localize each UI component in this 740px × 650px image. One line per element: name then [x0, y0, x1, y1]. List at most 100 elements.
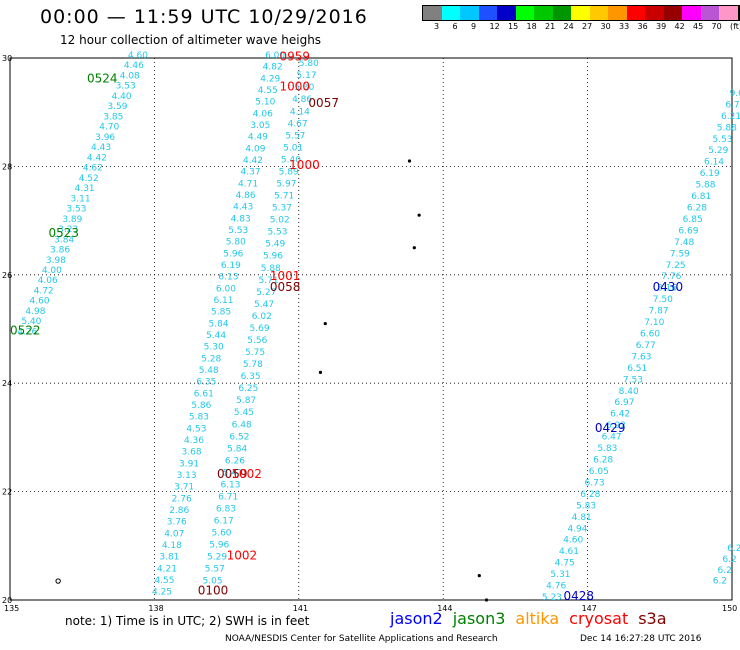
wave-height-value: 3.11: [71, 194, 91, 204]
wave-height-value: 3.59: [107, 102, 127, 112]
wave-height-value: 7.10: [644, 318, 664, 328]
wave-height-value: 5.88: [695, 181, 715, 191]
map-frame: [9, 57, 733, 601]
pass-time-label: 0429: [595, 421, 626, 435]
wave-height-value: 5.37: [272, 204, 292, 214]
lon-label: 147: [582, 604, 597, 613]
wave-height-value: 4.60: [128, 51, 148, 61]
legend-label: 39: [656, 22, 667, 31]
pass-time-label: 0059: [217, 467, 248, 481]
wave-height-value: 5.89: [279, 167, 299, 177]
wave-height-value: 5.29: [207, 553, 227, 563]
legend-swatch: [719, 6, 738, 20]
lon-label: 141: [293, 604, 308, 613]
wave-height-value: 3.23: [58, 225, 78, 235]
wave-height-value: 4.55: [258, 86, 278, 96]
wave-height-value: 3.85: [103, 112, 123, 122]
satellite-label: s3a: [638, 609, 667, 628]
wave-height-value: 6.42: [610, 410, 630, 420]
wave-height-value: 5.83: [189, 413, 209, 423]
wave-height-value: 6.2: [722, 555, 736, 565]
wave-height-value: 4.76: [546, 582, 566, 592]
wave-height-value: 5.44: [206, 331, 226, 341]
wave-height-value: 4.71: [238, 179, 258, 189]
wave-height-value: 3.98: [46, 256, 66, 266]
satellite-legend: jason2 jason3 altika cryosat s3a: [390, 609, 677, 628]
wave-height-value: 5.45: [234, 408, 254, 418]
wave-height-value: 4.83: [231, 214, 251, 224]
legend-swatch: [700, 6, 719, 20]
wave-height-value: 5.41: [223, 468, 243, 478]
legend-label: 6: [452, 22, 458, 31]
wave-height-value: 5.96: [263, 252, 283, 262]
wave-height-value: 5.48: [199, 366, 219, 376]
wave-height-value: 4.42: [243, 156, 263, 166]
wave-height-value: 4.82: [263, 63, 283, 73]
wave-height-value: 4.67: [288, 119, 308, 129]
legend-swatch: [608, 6, 627, 20]
wave-height-value: 6.28: [580, 490, 600, 500]
wave-height-value: 6.61: [194, 389, 214, 399]
pass-time-label: 1000: [280, 80, 311, 94]
legend-label: 30: [600, 22, 611, 31]
wave-height-value: 5.84: [209, 319, 229, 329]
wave-height-value: 7.76: [661, 272, 681, 282]
wave-height-value: 6.05: [589, 467, 609, 477]
wave-height-value: 6.52: [229, 432, 249, 442]
wave-height-value: 4.86: [292, 95, 312, 105]
wave-height-value: 5.28: [201, 354, 221, 364]
footer-timestamp: Dec 14 16:27:28 UTC 2016: [580, 634, 702, 644]
wave-height-value: 5.80: [226, 238, 246, 248]
wave-height-value: 4.08: [120, 71, 140, 81]
wave-height-value: 4.18: [162, 541, 182, 551]
wave-height-value: 4.81: [572, 513, 592, 523]
wave-height-value: 5.53: [267, 228, 287, 238]
legend-label: 3: [434, 22, 440, 31]
wave-height-value: 4.75: [555, 559, 575, 569]
legend-swatch: [571, 6, 590, 20]
pass-time-label: 0523: [49, 226, 80, 240]
wave-height-value: 3.81: [159, 553, 179, 563]
wave-height-value: 3.89: [62, 215, 82, 225]
wave-height-value: 6.47: [602, 433, 622, 443]
wave-height-value: 5.60: [211, 529, 231, 539]
wave-height-value: 5.85: [211, 308, 231, 318]
wave-height-value: 6.00: [216, 284, 236, 294]
wave-height-value: 5.10: [255, 98, 275, 108]
wave-height-value: 6.25: [238, 384, 258, 394]
pass-time-label: 1002: [231, 467, 262, 481]
satellite-label: cryosat: [569, 609, 629, 628]
wave-height-value: 4.49: [248, 133, 268, 143]
wave-height-value: 2.86: [169, 506, 189, 516]
wave-height-value: 5.27: [256, 288, 276, 298]
wave-height-value: 6.71: [218, 492, 238, 502]
wave-height-value: 6.28: [687, 203, 707, 213]
legend-swatch: [737, 6, 740, 20]
island-marker: [407, 159, 412, 163]
legend-label: 15: [508, 22, 519, 31]
wave-height-value: 6.35: [196, 378, 216, 388]
lat-label: 22: [2, 488, 12, 497]
wave-height-value: 5.88: [261, 264, 281, 274]
pass-time-label: 0522: [10, 323, 41, 337]
wave-height-value: 6.14: [704, 158, 724, 168]
pass-time-label: 0959: [280, 50, 311, 64]
legend-label: 42: [674, 22, 685, 31]
pass-time-label: 1001: [270, 269, 301, 283]
wave-height-value: 6.77: [636, 341, 656, 351]
wave-height-value: 4.52: [79, 174, 99, 184]
wave-height-value: 3.53: [116, 82, 136, 92]
wave-height-value: 4.98: [25, 307, 45, 317]
wave-height-value: 3.71: [174, 483, 194, 493]
legend-label: 18: [526, 22, 537, 31]
wave-height-value: 4.37: [241, 168, 261, 178]
legend-label: 24: [563, 22, 574, 31]
wave-height-value: 6.17: [214, 517, 234, 527]
wave-height-value: 6.92: [606, 421, 626, 431]
wave-height-value: 8.40: [619, 387, 639, 397]
wave-height-value: 5.49: [265, 240, 285, 250]
wave-height-value: 4.46: [124, 61, 144, 71]
wave-height-value: 5.40: [21, 317, 41, 327]
wave-height-value: 5.96: [209, 541, 229, 551]
wave-height-value: 4.70: [99, 123, 119, 133]
